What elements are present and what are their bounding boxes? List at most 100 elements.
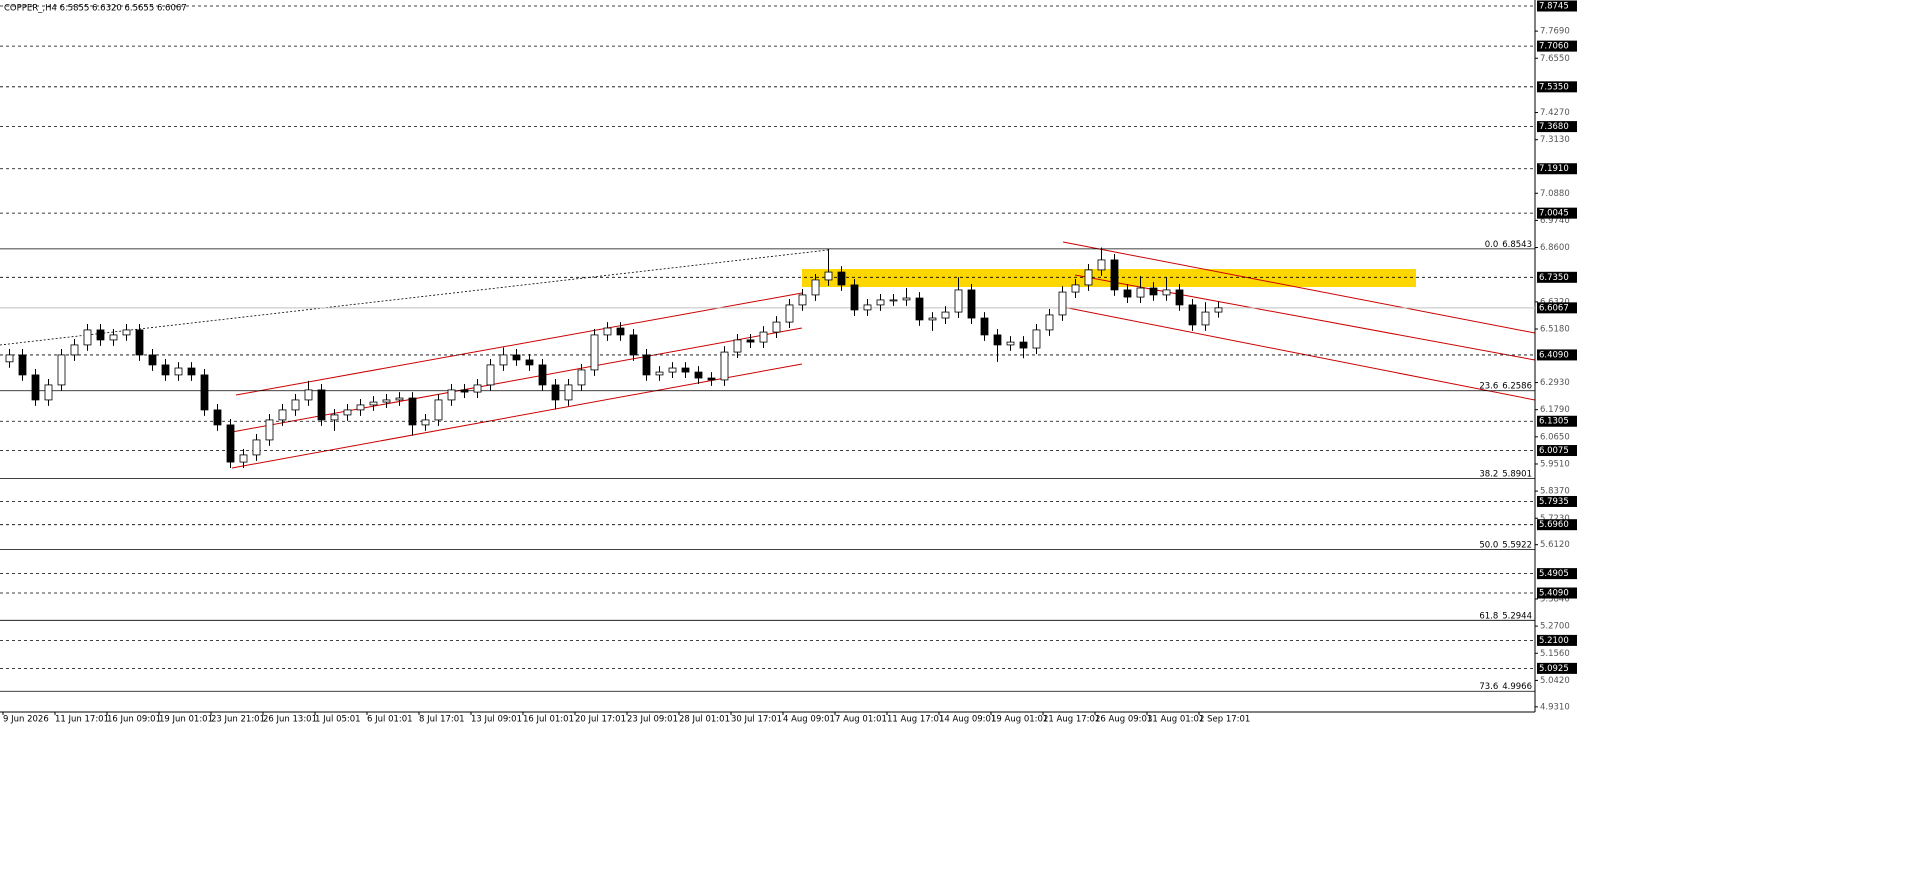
fib-ratio: 23.6 bbox=[1479, 381, 1498, 391]
candle-body bbox=[5, 354, 14, 363]
candle-body bbox=[200, 374, 209, 411]
fib-price: 5.5922 bbox=[1502, 540, 1532, 550]
candle-body bbox=[681, 367, 690, 373]
x-tick-label: 11 Jun 17:01 bbox=[55, 715, 109, 725]
candle-body bbox=[889, 299, 898, 302]
x-tick-label: 13 Jul 09:01 bbox=[471, 715, 522, 725]
candle-body bbox=[941, 311, 950, 319]
fib-price: 6.2586 bbox=[1502, 381, 1532, 391]
candle-body bbox=[824, 271, 833, 281]
level-box bbox=[1537, 81, 1577, 93]
level-label: 7.0045 bbox=[1539, 209, 1569, 219]
fib-label: 0.0 6.8543 bbox=[1485, 239, 1532, 249]
candle-body bbox=[1162, 289, 1171, 296]
candle-body bbox=[798, 294, 807, 306]
fib-ratio: 0.0 bbox=[1485, 239, 1499, 249]
candle-body bbox=[967, 289, 976, 319]
level-box bbox=[1537, 568, 1577, 580]
candle-body bbox=[330, 414, 339, 421]
level-label: 5.2100 bbox=[1539, 636, 1569, 646]
candle-body bbox=[785, 304, 794, 323]
y-tick-label: 6.5180 bbox=[1540, 324, 1570, 334]
candle-body bbox=[928, 317, 937, 321]
fib-ratio: 38.2 bbox=[1479, 469, 1498, 479]
level-box bbox=[1537, 445, 1577, 457]
candle-body bbox=[1097, 259, 1106, 271]
candle-body bbox=[18, 354, 27, 376]
level-label: 6.7350 bbox=[1539, 273, 1569, 283]
candle-body bbox=[122, 329, 131, 336]
fib-label: 61.8 5.2944 bbox=[1479, 611, 1532, 621]
level-box bbox=[1537, 271, 1577, 283]
candle-body bbox=[629, 334, 638, 356]
candle-body bbox=[148, 354, 157, 366]
candle-body bbox=[642, 354, 651, 376]
level-box bbox=[1537, 634, 1577, 646]
x-tick-label: 4 Aug 09:01 bbox=[783, 715, 835, 725]
x-tick-label: 16 Jul 01:01 bbox=[523, 715, 574, 725]
candle-body bbox=[1214, 307, 1223, 313]
level-box bbox=[1537, 587, 1577, 599]
y-tick-label: 5.3840 bbox=[1540, 594, 1570, 604]
candle-body bbox=[1019, 341, 1028, 349]
candle-body bbox=[278, 409, 287, 421]
resistance-zone bbox=[802, 269, 1416, 287]
candle-body bbox=[161, 364, 170, 376]
candle-body bbox=[577, 369, 586, 386]
x-tick-label: 30 Jul 17:01 bbox=[731, 715, 782, 725]
candle-body bbox=[603, 327, 612, 336]
x-tick-label: 23 Jul 09:01 bbox=[627, 715, 678, 725]
fib-price: 4.9966 bbox=[1502, 682, 1532, 692]
candle-body bbox=[876, 299, 885, 306]
candle-body bbox=[759, 331, 768, 343]
candle-body bbox=[811, 279, 820, 296]
fib-price: 5.8901 bbox=[1502, 469, 1532, 479]
x-tick-label: 1 Jul 05:01 bbox=[315, 715, 361, 725]
candle-body bbox=[993, 334, 1002, 346]
level-label: 5.4905 bbox=[1539, 569, 1569, 579]
candle-body bbox=[304, 389, 313, 401]
candle-body bbox=[1123, 289, 1132, 298]
candle-body bbox=[44, 384, 53, 401]
y-tick-label: 6.1790 bbox=[1540, 405, 1570, 415]
candle-body bbox=[954, 289, 963, 313]
fib-ratio: 61.8 bbox=[1479, 611, 1498, 621]
candle-body bbox=[733, 339, 742, 353]
candle-body bbox=[226, 424, 235, 463]
candle-body bbox=[1175, 289, 1184, 306]
x-tick-label: 26 Jun 13:01 bbox=[263, 715, 317, 725]
y-tick-label: 7.6550 bbox=[1540, 54, 1570, 64]
x-tick-label: 9 Jun 2026 bbox=[3, 715, 49, 725]
y-tick-label: 4.9310 bbox=[1540, 702, 1570, 712]
x-tick-label: 28 Jul 01:01 bbox=[679, 715, 730, 725]
fib-label: 50.0 5.5922 bbox=[1479, 540, 1532, 550]
level-label: 7.7060 bbox=[1539, 42, 1569, 52]
candle-body bbox=[135, 329, 144, 356]
channel-line bbox=[231, 327, 803, 433]
level-box bbox=[1537, 40, 1577, 52]
candle-body bbox=[980, 317, 989, 336]
x-tick-label: 6 Jul 01:01 bbox=[367, 715, 413, 725]
candle-body bbox=[850, 284, 859, 311]
candle-body bbox=[837, 271, 846, 286]
candle-body bbox=[382, 399, 391, 403]
y-tick-label: 7.7690 bbox=[1540, 27, 1570, 37]
fib-price: 5.2944 bbox=[1502, 611, 1532, 621]
candle-body bbox=[408, 397, 417, 426]
candle-body bbox=[1201, 311, 1210, 326]
fib-price: 6.8543 bbox=[1502, 239, 1532, 249]
candle-body bbox=[1149, 287, 1158, 296]
level-label: 5.7935 bbox=[1539, 497, 1569, 507]
candle-body bbox=[1188, 304, 1197, 326]
level-label: 7.5350 bbox=[1539, 82, 1569, 92]
level-box bbox=[1537, 349, 1577, 361]
x-tick-label: 31 Aug 01:01 bbox=[1147, 715, 1204, 725]
candle-body bbox=[746, 339, 755, 343]
candle-body bbox=[31, 374, 40, 401]
level-label: 7.1910 bbox=[1539, 164, 1569, 174]
candle-body bbox=[83, 329, 92, 346]
y-tick-label: 5.9510 bbox=[1540, 459, 1570, 469]
candle-body bbox=[707, 377, 716, 381]
candle-body bbox=[291, 399, 300, 411]
